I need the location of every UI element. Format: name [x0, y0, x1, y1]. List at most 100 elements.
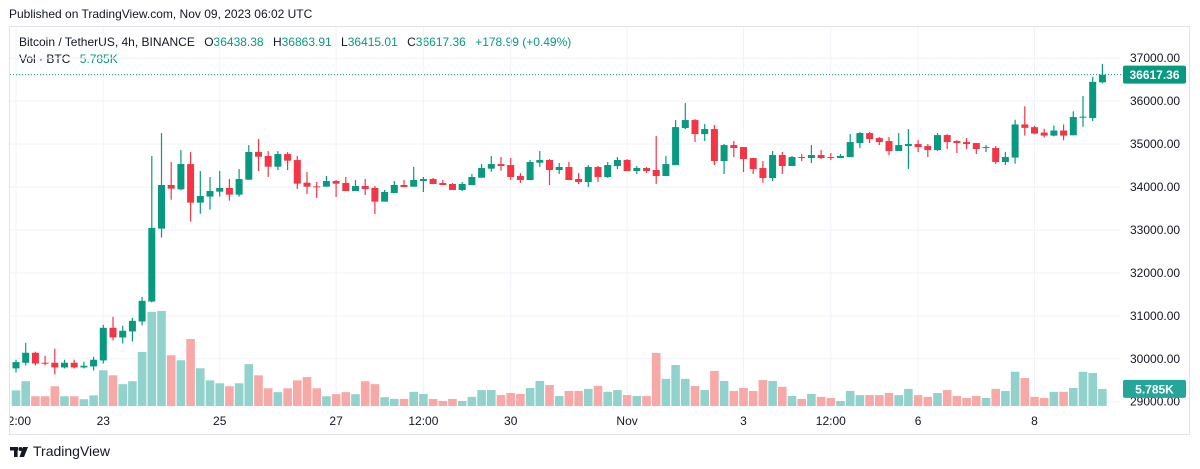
candle-body: [827, 157, 835, 159]
candle-down: [798, 154, 806, 162]
candle-down: [885, 137, 893, 156]
volume-bar: [748, 390, 758, 406]
volume-bar: [913, 395, 923, 406]
candle-up: [487, 156, 495, 172]
time-axis[interactable]: 12:00 23 25 27 12:00 30 Nov 3 12:00 6 8: [1, 414, 1038, 428]
volume-bar: [826, 398, 836, 406]
candle-body: [924, 146, 932, 151]
candle-up: [1098, 64, 1106, 84]
candle-down: [875, 137, 883, 146]
candle-body: [264, 156, 272, 167]
candle-down: [914, 140, 922, 153]
candle-body: [99, 327, 107, 361]
candle-down: [691, 119, 699, 143]
candle-down: [516, 173, 524, 183]
volume-bar: [593, 385, 603, 406]
legend-open-value: 36438.38: [213, 35, 264, 49]
volume-bar: [312, 388, 321, 406]
candle-body: [206, 191, 214, 197]
volume-bar: [807, 393, 816, 406]
candle-down: [575, 173, 583, 185]
volume-bar: [603, 391, 612, 406]
volume-bar: [390, 398, 399, 406]
candle-body: [701, 129, 709, 135]
candle-body: [507, 165, 515, 178]
candle-body: [1060, 130, 1068, 136]
candle-up: [1050, 125, 1058, 137]
candle-body: [662, 164, 670, 177]
candle-down: [992, 146, 1000, 165]
candle-body: [148, 227, 156, 302]
candle-up: [720, 144, 728, 175]
volume-bar: [496, 395, 506, 406]
volume-bar: [758, 380, 768, 406]
candle-up: [555, 163, 563, 175]
volume-bar: [729, 390, 739, 406]
candle-body: [1040, 132, 1048, 136]
last-volume-label: 5.785K: [1135, 382, 1174, 396]
candle-body: [41, 362, 49, 364]
candle-up: [633, 166, 641, 175]
legend-volume-label: Vol · BTC: [19, 52, 71, 66]
candle-up: [846, 134, 854, 158]
candle-body: [419, 179, 427, 182]
volume-bar: [525, 388, 535, 406]
candle-body: [1089, 81, 1097, 119]
volume-bar: [166, 355, 176, 406]
candle-up: [904, 129, 912, 170]
volume-bar: [457, 400, 467, 406]
candle-body: [778, 155, 786, 167]
legend-low-label: L: [341, 35, 348, 49]
candle-down: [730, 141, 738, 158]
candle-down: [439, 180, 447, 185]
legend-close-value: 36617.36: [415, 35, 466, 49]
volume-bar: [865, 395, 874, 406]
volume-bar: [196, 368, 205, 406]
price-axis[interactable]: 29000.00 30000.00 31000.00 32000.00 33000.00…: [1130, 51, 1180, 409]
volume-bar: [351, 394, 360, 406]
candle-up: [410, 167, 418, 187]
volume-bar: [428, 398, 438, 406]
volume-bar: [836, 400, 845, 406]
candle-body: [90, 359, 98, 367]
price-tick-label: 36000.00: [1130, 94, 1180, 108]
volume-bar: [642, 395, 651, 406]
volume-bar: [293, 380, 302, 406]
candle-body: [895, 145, 903, 152]
candle-up: [701, 124, 709, 142]
legend-volume-value: 5.785K: [79, 52, 118, 66]
legend-symbol: Bitcoin / TetherUS, 4h, BINANCE: [19, 35, 195, 49]
volume-bar: [234, 383, 244, 406]
candle-up: [807, 145, 815, 164]
candle-body: [61, 362, 68, 368]
volume-bar: [942, 390, 952, 406]
candle-down: [652, 136, 660, 185]
candle-up: [419, 177, 427, 192]
candle-body: [749, 158, 757, 170]
candle-down: [400, 180, 408, 188]
candle-up: [390, 181, 398, 193]
candle-body: [381, 191, 389, 202]
volume-bar: [545, 385, 554, 406]
candle-body: [371, 188, 379, 202]
tradingview-logo-text[interactable]: TradingView: [33, 443, 111, 459]
candle-body: [1011, 124, 1019, 158]
candle-down: [1031, 125, 1038, 135]
candle-body: [439, 182, 447, 185]
tradingview-logo-icon[interactable]: [10, 447, 28, 457]
candle-up: [216, 171, 224, 197]
candle-down: [866, 132, 874, 144]
candle-down: [342, 177, 350, 192]
candle-body: [70, 362, 78, 368]
candle-body: [1021, 124, 1029, 128]
candle-body: [652, 170, 660, 177]
volume-bar: [739, 388, 748, 406]
candle-up: [895, 133, 903, 152]
volume-bar: [845, 390, 855, 406]
candle-up: [119, 325, 127, 344]
last-volume-tag: 5.785K: [1123, 379, 1186, 398]
published-caption: Published on TradingView.com, Nov 09, 20…: [9, 7, 313, 21]
candle-body: [187, 164, 195, 203]
volume-bar: [875, 395, 884, 406]
